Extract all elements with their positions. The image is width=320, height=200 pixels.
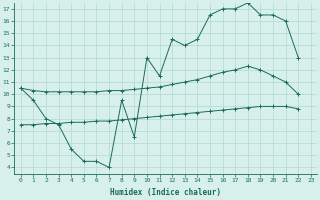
X-axis label: Humidex (Indice chaleur): Humidex (Indice chaleur) <box>110 188 221 197</box>
